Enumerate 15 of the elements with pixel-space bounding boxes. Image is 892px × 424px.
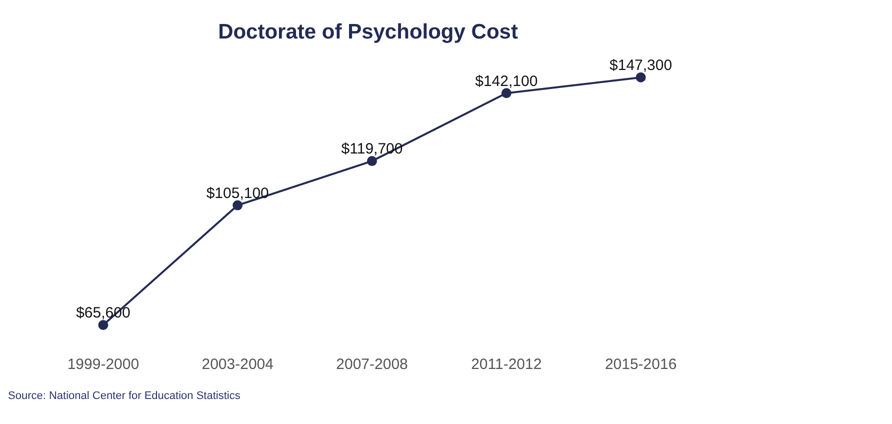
point [367, 156, 377, 166]
source-note: Source: National Center for Education Statistics [8, 390, 242, 402]
x-tick-label: 2003-2004 [202, 356, 274, 374]
x-tick-label: 2015-2016 [604, 356, 677, 374]
point [501, 88, 512, 98]
x-tick-label: 2011-2012 [471, 356, 542, 374]
point [636, 72, 646, 82]
data-label: $105,100 [206, 184, 269, 202]
x-tick-label: 2007-2008 [336, 356, 408, 374]
data-label: $147,300 [610, 57, 672, 74]
x-tick-label: 1999-2000 [67, 356, 140, 374]
chart-title: Doctorate of Psychology Cost [218, 20, 518, 44]
point [232, 200, 243, 210]
data-label: $142,100 [475, 72, 538, 90]
point [98, 320, 108, 330]
